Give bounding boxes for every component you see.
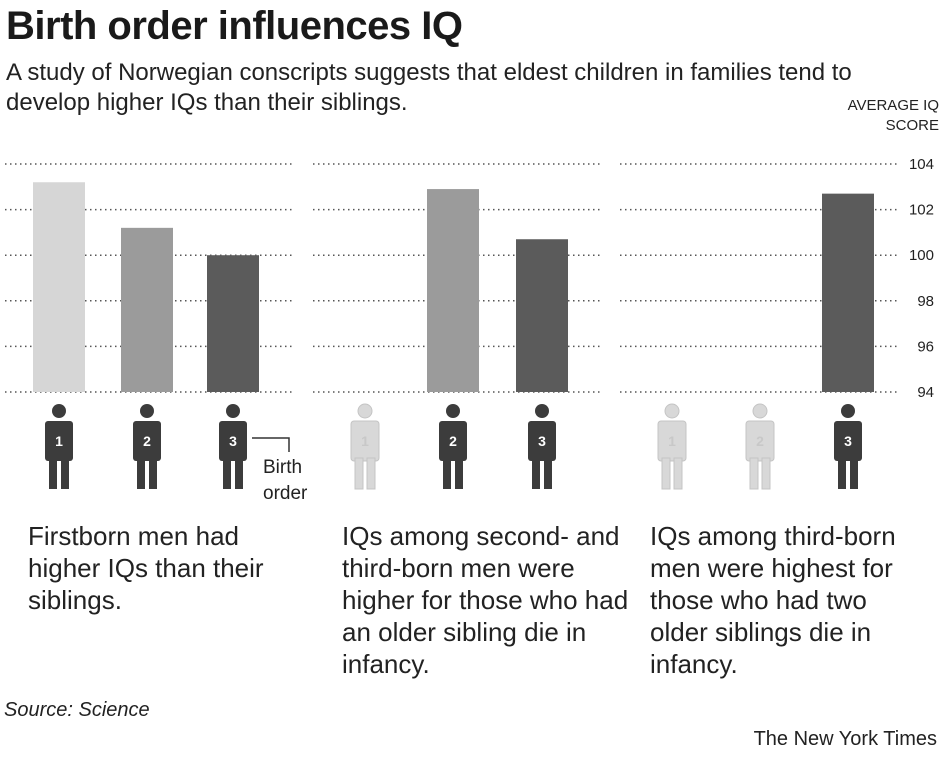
bar-panel1-order-2 (121, 227, 173, 392)
person-icon: 3 (219, 404, 247, 489)
chart-title: Birth order influences IQ (6, 4, 463, 48)
person-icon: 1 (657, 403, 687, 490)
y-tick-labels: 104 102 100 98 96 94 (909, 156, 934, 401)
person-icon: 2 (133, 404, 161, 489)
bar-panel3-order-3 (822, 193, 874, 392)
person-icon: 3 (834, 404, 862, 489)
y-tick-label: 104 (909, 156, 934, 173)
y-tick-label: 100 (909, 247, 934, 264)
person-icon: 2 (745, 403, 775, 490)
y-tick-label: 98 (917, 293, 934, 310)
birth-order-number: 2 (449, 433, 457, 449)
birth-order-icons: 1 2 3 1 2 3 1 2 3 (45, 403, 862, 490)
birth-order-number: 3 (229, 433, 237, 449)
y-axis-label: AVERAGE IQ SCORE (847, 97, 939, 134)
chart-subtitle: A study of Norwegian conscripts suggests… (6, 59, 852, 116)
birth-order-number: 2 (143, 433, 151, 449)
bar-panel2-order-3 (516, 239, 568, 392)
panel-3-caption: IQs among third-born men were highest fo… (650, 521, 896, 679)
birth-order-number: 1 (668, 433, 676, 449)
person-icon: 1 (350, 403, 380, 490)
panel-2-caption: IQs among second- and third-born men wer… (342, 521, 629, 679)
bar-chart: 104 102 100 98 96 94 1 2 3 1 2 3 1 2 3 Birth order (5, 156, 934, 504)
birth-order-annotation: Birth order (252, 437, 308, 504)
bars (33, 182, 874, 392)
birth-order-label: Birth order (263, 457, 308, 504)
bar-panel1-order-3 (207, 255, 259, 392)
publisher-credit: The New York Times (753, 728, 937, 750)
birth-order-number: 3 (538, 433, 546, 449)
panel-1-caption: Firstborn men had higher IQs than their … (28, 521, 264, 615)
birth-order-number: 3 (844, 433, 852, 449)
birth-order-number: 2 (756, 433, 764, 449)
birth-order-number: 1 (55, 433, 63, 449)
y-tick-label: 96 (917, 338, 934, 355)
person-icon: 1 (45, 404, 73, 489)
birth-order-number: 1 (361, 433, 369, 449)
y-tick-label: 102 (909, 202, 934, 219)
bar-panel1-order-1 (33, 182, 85, 392)
source-note: Source: Science (4, 699, 150, 721)
person-icon: 2 (439, 404, 467, 489)
person-icon: 3 (528, 404, 556, 489)
bar-panel2-order-2 (427, 189, 479, 392)
y-tick-label: 94 (917, 384, 934, 401)
